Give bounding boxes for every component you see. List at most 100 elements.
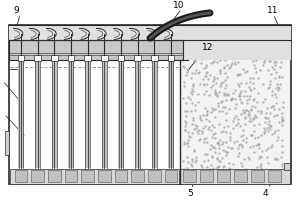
Point [210,107,215,110]
Point [202,75,207,78]
Point [189,72,194,75]
Point [262,120,267,123]
Point [199,164,204,167]
Point [249,133,254,136]
Bar [183,170,196,182]
Point [277,76,282,79]
Point [242,70,247,73]
Point [264,106,269,109]
Point [244,102,249,105]
Point [209,124,214,127]
Point [187,134,191,137]
Bar [180,169,290,184]
Point [259,133,264,137]
Point [236,118,241,121]
Point [259,155,264,159]
Point [222,87,227,90]
Point [185,68,190,72]
Point [201,114,206,117]
Point [216,90,221,93]
Point [250,144,255,148]
Text: 12: 12 [202,43,213,52]
Point [270,94,274,97]
Bar [81,170,94,182]
Point [250,76,255,80]
Point [203,71,208,74]
Point [193,124,198,127]
Point [202,125,207,128]
Point [279,116,284,119]
Point [279,138,284,142]
Point [239,164,244,168]
Bar [52,60,57,168]
Point [257,155,262,158]
Point [185,110,190,113]
Point [246,114,251,117]
Point [268,59,272,63]
Point [234,74,239,77]
Point [262,61,267,64]
Point [280,75,285,79]
Bar [4,131,9,155]
Point [205,109,210,112]
Point [252,86,256,89]
Bar [284,163,290,170]
Point [217,69,222,72]
Point [183,102,188,105]
Point [182,167,186,170]
Point [238,112,243,116]
Point [224,92,228,95]
Point [228,138,232,142]
Point [247,97,252,100]
Bar [165,170,177,182]
Point [254,115,259,118]
Point [194,68,199,71]
Point [235,140,240,143]
Point [265,127,270,130]
Point [246,85,251,89]
Point [248,80,253,83]
Bar [9,25,291,40]
Point [270,132,274,135]
Point [229,62,234,65]
Text: 11: 11 [267,6,279,15]
Point [208,164,213,167]
Point [255,77,260,80]
Point [190,122,195,125]
Point [263,98,268,101]
Point [216,141,220,144]
Bar [35,60,40,168]
Point [217,159,222,163]
Point [185,161,190,164]
Point [237,94,242,98]
Point [229,98,234,101]
Bar [134,55,141,61]
Point [238,97,243,101]
Point [181,65,186,68]
Point [201,83,206,87]
Bar [18,55,24,61]
Point [241,133,245,136]
Point [280,119,285,122]
Point [200,166,204,169]
Point [274,113,279,116]
Point [266,126,271,129]
Bar [217,170,230,182]
Point [221,91,226,94]
Bar [200,170,213,182]
Point [275,83,280,86]
Bar [268,170,281,182]
Point [266,129,270,132]
Point [255,135,260,138]
Point [190,160,195,163]
Point [217,109,222,112]
Bar [115,170,127,182]
Point [201,92,206,95]
Point [207,73,212,76]
Point [225,150,230,153]
Bar [118,55,124,61]
Point [251,97,256,100]
Point [232,88,237,92]
Point [226,66,231,69]
Point [214,157,219,160]
